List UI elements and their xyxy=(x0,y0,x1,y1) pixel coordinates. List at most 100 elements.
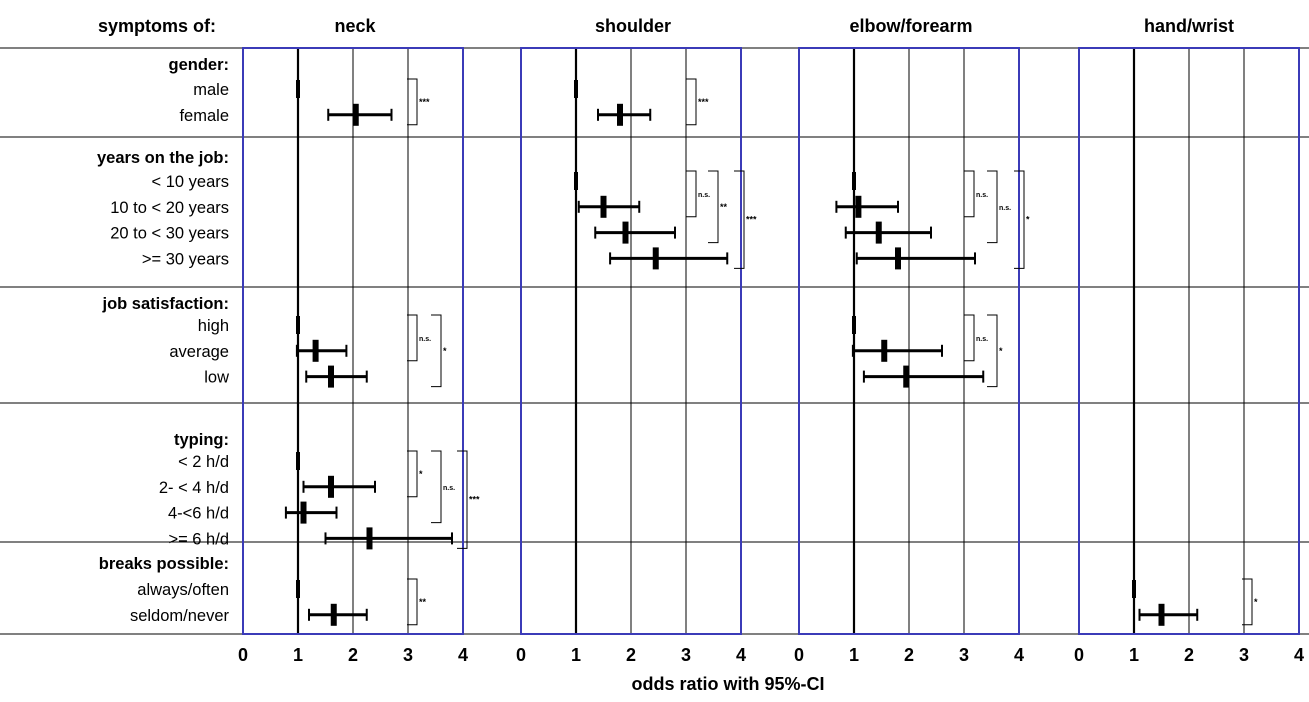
significance-bracket: *** xyxy=(457,450,480,549)
point-estimate xyxy=(855,195,862,218)
x-tick-label: 4 xyxy=(736,645,746,665)
estimate xyxy=(609,247,729,270)
x-tick-label: 3 xyxy=(403,645,413,665)
significance-bracket: *** xyxy=(734,170,757,269)
row-label: < 10 years xyxy=(151,173,229,191)
x-tick-label: 2 xyxy=(348,645,358,665)
panel-border xyxy=(798,47,1020,635)
bracket-line xyxy=(964,170,975,218)
estimate xyxy=(284,501,338,524)
significance-label: n.s. xyxy=(698,192,710,199)
point-estimate xyxy=(622,221,629,244)
panel-border xyxy=(242,47,464,635)
significance-label: n.s. xyxy=(443,485,455,492)
x-tick-label: 0 xyxy=(794,645,804,665)
row-label: 10 to < 20 years xyxy=(110,199,229,217)
row-label: low xyxy=(204,369,229,387)
bracket-line xyxy=(457,450,468,549)
significance-bracket: *** xyxy=(686,78,709,126)
bracket-line xyxy=(987,314,998,388)
bracket-line xyxy=(708,170,719,244)
significance-bracket: n.s. xyxy=(964,170,988,218)
bracket-line xyxy=(431,314,442,388)
point-estimate xyxy=(300,501,307,524)
panel: shoulder 0 1 2 3 4 xyxy=(516,16,746,665)
row-label: 2- < 4 h/d xyxy=(159,479,229,497)
row-label: 4-<6 h/d xyxy=(168,505,229,523)
header-label: symptoms of: xyxy=(98,16,216,36)
bracket-line xyxy=(1242,578,1253,626)
group-title: typing: xyxy=(174,431,229,449)
significance-label: *** xyxy=(469,495,480,505)
group-title: job satisfaction: xyxy=(101,295,229,313)
reference-marker xyxy=(574,80,578,98)
x-tick-label: 3 xyxy=(1239,645,1249,665)
panel: elbow/forearm 0 1 2 3 4 xyxy=(794,16,1024,665)
reference-marker xyxy=(852,172,856,190)
bracket-line xyxy=(431,450,442,524)
point-estimate xyxy=(328,365,334,388)
reference-marker xyxy=(1132,580,1136,598)
significance-bracket: n.s. xyxy=(431,450,455,524)
estimate xyxy=(1138,603,1199,626)
significance-label: n.s. xyxy=(999,205,1011,212)
bracket-line xyxy=(686,78,697,126)
significance-bracket: ** xyxy=(708,170,728,244)
significance-bracket: n.s. xyxy=(964,314,988,362)
point-estimate xyxy=(617,103,623,126)
estimate xyxy=(851,339,943,362)
x-tick-label: 3 xyxy=(681,645,691,665)
significance-bracket: *** xyxy=(407,78,430,126)
point-estimate xyxy=(875,221,882,244)
point-estimate xyxy=(600,195,607,218)
significance-bracket: * xyxy=(431,314,447,388)
significance-label: * xyxy=(419,469,423,479)
bracket-line xyxy=(407,578,418,626)
significance-bracket: n.s. xyxy=(987,170,1011,244)
bracket-line xyxy=(987,170,998,244)
point-estimate xyxy=(1158,603,1165,626)
x-tick-label: 3 xyxy=(959,645,969,665)
panel-title: neck xyxy=(334,16,376,36)
point-estimate xyxy=(352,103,359,126)
x-tick-label: 1 xyxy=(1129,645,1139,665)
point-estimate xyxy=(895,247,901,270)
reference-marker xyxy=(852,316,856,334)
bracket-line xyxy=(407,314,418,362)
x-axis-label: odds ratio with 95%-CI xyxy=(631,674,824,694)
estimate xyxy=(844,221,932,244)
row-label: average xyxy=(169,343,229,361)
x-tick-label: 2 xyxy=(904,645,914,665)
group-title: years on the job: xyxy=(97,149,229,167)
x-tick-label: 1 xyxy=(849,645,859,665)
panel: neck 0 1 2 3 4 xyxy=(238,16,468,665)
bracket-line xyxy=(1014,170,1025,269)
significance-bracket: * xyxy=(1014,170,1030,269)
x-tick-label: 4 xyxy=(458,645,468,665)
panels: neck 0 1 2 3 4 shoulder 0 1 2 3 4 elbow/forearm 0 1 2 3 4… xyxy=(238,16,1304,665)
estimate xyxy=(295,339,348,362)
significance-bracket: ** xyxy=(407,578,427,626)
reference-marker xyxy=(296,580,300,598)
significance-label: * xyxy=(1254,597,1258,607)
point-estimate xyxy=(903,365,910,388)
estimate xyxy=(302,475,376,498)
significance-label: n.s. xyxy=(419,336,431,343)
significance-label: n.s. xyxy=(976,336,988,343)
panel-border xyxy=(1078,47,1300,635)
x-tick-label: 1 xyxy=(571,645,581,665)
significance-bracket: * xyxy=(1242,578,1258,626)
estimate xyxy=(855,247,976,270)
reference-marker xyxy=(296,80,300,98)
significance-label: ** xyxy=(720,202,728,212)
significance-bracket: n.s. xyxy=(686,170,710,218)
estimate xyxy=(862,365,985,388)
group-title: gender: xyxy=(168,56,229,74)
reference-marker xyxy=(296,452,300,470)
significance-label: *** xyxy=(746,215,757,225)
panel-title: elbow/forearm xyxy=(849,16,972,36)
estimate xyxy=(835,195,899,218)
estimate xyxy=(305,365,368,388)
x-tick-label: 1 xyxy=(293,645,303,665)
significance-label: * xyxy=(999,346,1003,356)
